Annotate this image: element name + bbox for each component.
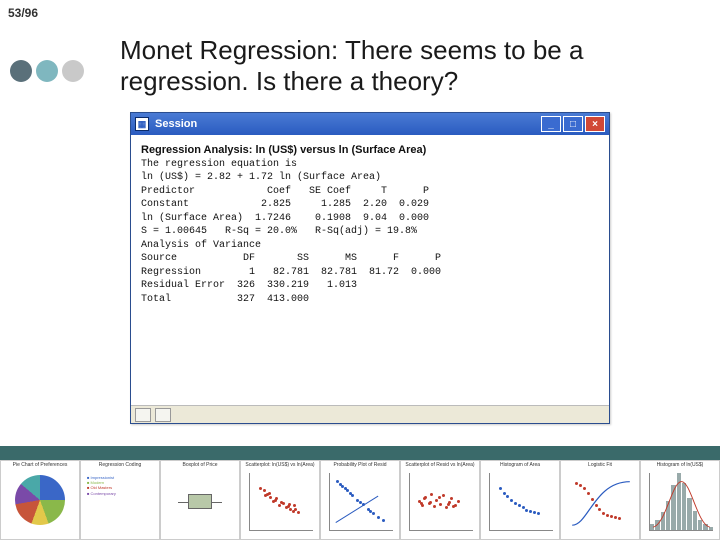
output-line: Predictor Coef SE Coef T P xyxy=(141,185,599,199)
slide-bullets xyxy=(10,60,84,82)
output-line: Total 327 413.000 xyxy=(141,293,599,307)
histogram-icon xyxy=(649,473,713,531)
thumbnail-label: Logistic Fit xyxy=(561,462,639,468)
session-icon: ▦ xyxy=(135,117,149,131)
close-button[interactable]: × xyxy=(585,116,605,132)
scatter-icon xyxy=(329,473,393,531)
output-line: Analysis of Variance xyxy=(141,239,599,253)
output-line: Residual Error 326 330.219 1.013 xyxy=(141,279,599,293)
scatter-icon xyxy=(249,473,313,531)
thumbnail-label: Scatterplot of Resid vs ln(Area) xyxy=(401,462,479,468)
chart-thumbnail[interactable]: Scatterplot of Resid vs ln(Area) xyxy=(400,460,480,540)
bullet-dot xyxy=(62,60,84,82)
output-line: Regression Analysis: ln (US$) versus ln … xyxy=(141,143,599,158)
chart-thumbnail[interactable]: Logistic Fit xyxy=(560,460,640,540)
output-line: S = 1.00645 R-Sq = 20.0% R-Sq(adj) = 19.… xyxy=(141,225,599,239)
chart-thumbnail[interactable]: Histogram of ln(US$) xyxy=(640,460,720,540)
bullet-dot xyxy=(10,60,32,82)
output-line: Regression 1 82.781 82.781 81.72 0.000 xyxy=(141,266,599,280)
session-output[interactable]: Regression Analysis: ln (US$) versus ln … xyxy=(131,135,609,405)
bullet-dot xyxy=(36,60,58,82)
slide-title: Monet Regression: There seems to be a re… xyxy=(120,35,680,97)
output-line: ln (US$) = 2.82 + 1.72 ln (Surface Area) xyxy=(141,171,599,185)
thumbnail-label: Boxplot of Price xyxy=(161,462,239,468)
footer-divider xyxy=(0,446,720,460)
thumbnail-label: Histogram of ln(US$) xyxy=(641,462,719,468)
chart-thumbnail[interactable]: Scatterplot: ln(US$) vs ln(Area) xyxy=(240,460,320,540)
legend: ImpressionistModernOld MastersContempora… xyxy=(87,475,116,496)
thumbnail-label: Histogram of Area xyxy=(481,462,559,468)
session-window: ▦ Session _ □ × Regression Analysis: ln … xyxy=(130,112,610,424)
thumbnail-label: Pie Chart of Preferences xyxy=(1,462,79,468)
output-line: ln (Surface Area) 1.7246 0.1908 9.04 0.0… xyxy=(141,212,599,226)
statusbar-button[interactable] xyxy=(155,408,171,422)
chart-thumbnail[interactable]: Pie Chart of Preferences xyxy=(0,460,80,540)
pie-chart-icon xyxy=(15,475,65,525)
scatter-icon xyxy=(489,473,553,531)
window-titlebar[interactable]: ▦ Session _ □ × xyxy=(131,113,609,135)
minimize-button[interactable]: _ xyxy=(541,116,561,132)
chart-thumbnail[interactable]: Probability Plot of Resid xyxy=(320,460,400,540)
thumbnail-label: Regression Coding xyxy=(81,462,159,468)
statusbar-button[interactable] xyxy=(135,408,151,422)
window-statusbar xyxy=(131,405,609,423)
output-line: The regression equation is xyxy=(141,158,599,172)
thumbnail-label: Probability Plot of Resid xyxy=(321,462,399,468)
output-line: Constant 2.825 1.285 2.20 0.029 xyxy=(141,198,599,212)
logistic-curve-icon xyxy=(569,473,633,531)
chart-thumbnail[interactable]: Regression Coding ImpressionistModernOld … xyxy=(80,460,160,540)
maximize-button[interactable]: □ xyxy=(563,116,583,132)
page-number: 53/96 xyxy=(8,6,38,20)
scatter-icon xyxy=(409,473,473,531)
boxplot-icon xyxy=(171,479,229,529)
chart-thumbnail[interactable]: Boxplot of Price xyxy=(160,460,240,540)
thumbnail-label: Scatterplot: ln(US$) vs ln(Area) xyxy=(241,462,319,468)
thumbnail-strip: Pie Chart of PreferencesRegression Codin… xyxy=(0,460,720,540)
output-line: Source DF SS MS F P xyxy=(141,252,599,266)
chart-thumbnail[interactable]: Histogram of Area xyxy=(480,460,560,540)
window-title: Session xyxy=(155,118,197,130)
